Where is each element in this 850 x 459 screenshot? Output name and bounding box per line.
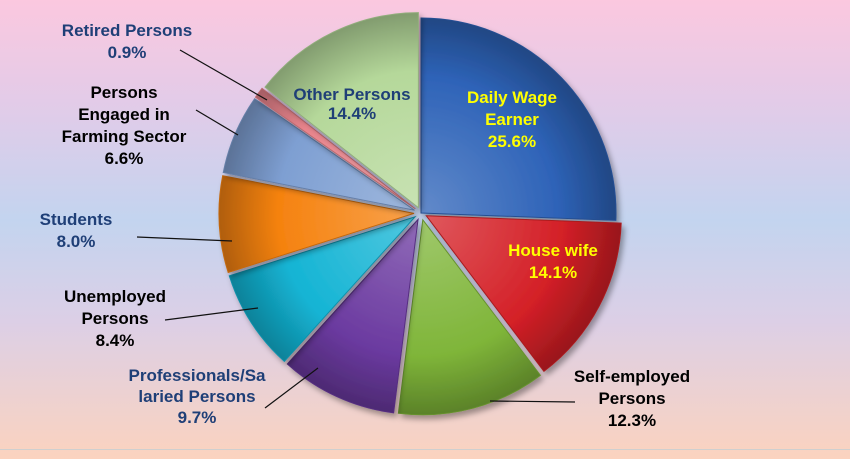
data-label-category: Persons (598, 389, 665, 408)
data-label-category: Unemployed (64, 287, 166, 306)
data-label-category: Farming Sector (62, 127, 187, 146)
data-label-category: laried Persons (138, 387, 255, 406)
data-label-category: Engaged in (78, 105, 170, 124)
pie-slice (286, 217, 419, 414)
pie-slice (397, 218, 542, 416)
data-label-category: Persons (81, 309, 148, 328)
data-label-value: 14.4% (328, 104, 376, 123)
leader-line (136, 236, 233, 242)
leader-line (264, 367, 319, 409)
leader-line (489, 400, 576, 403)
data-label-value: 8.4% (96, 331, 135, 350)
data-label-category: House wife (508, 241, 598, 260)
data-label-category: Earner (485, 110, 539, 129)
pie-slice (425, 215, 622, 373)
pie-slice (228, 215, 417, 363)
data-label-value: 8.0% (57, 232, 96, 251)
data-label-category: Other Persons (293, 85, 410, 104)
leader-line (164, 307, 259, 321)
data-label-category: Retired Persons (62, 21, 192, 40)
pie-slice (420, 17, 617, 221)
pie-slice (218, 175, 415, 274)
data-label-category: Students (40, 210, 113, 229)
pie-labels: Daily Wage Earner 25.6% House wife 14.1% Self… (40, 21, 690, 430)
bottom-divider (0, 449, 850, 450)
data-label-value: 9.7% (178, 408, 217, 427)
data-label-category: Persons (90, 83, 157, 102)
pie-slice (254, 87, 416, 210)
data-label-category: Daily Wage (467, 88, 557, 107)
data-label-value: 6.6% (105, 149, 144, 168)
data-label-value: 12.3% (608, 411, 656, 430)
pie-slice (264, 12, 419, 209)
data-label-category: Self-employed (574, 367, 690, 386)
data-label-category: Professionals/Sa (128, 366, 266, 385)
leader-line (195, 109, 239, 136)
leader-line (179, 49, 268, 101)
data-label-value: 14.1% (529, 263, 577, 282)
data-label-value: 25.6% (488, 132, 536, 151)
data-label-value: 0.9% (108, 43, 147, 62)
pie-slices (218, 12, 622, 416)
